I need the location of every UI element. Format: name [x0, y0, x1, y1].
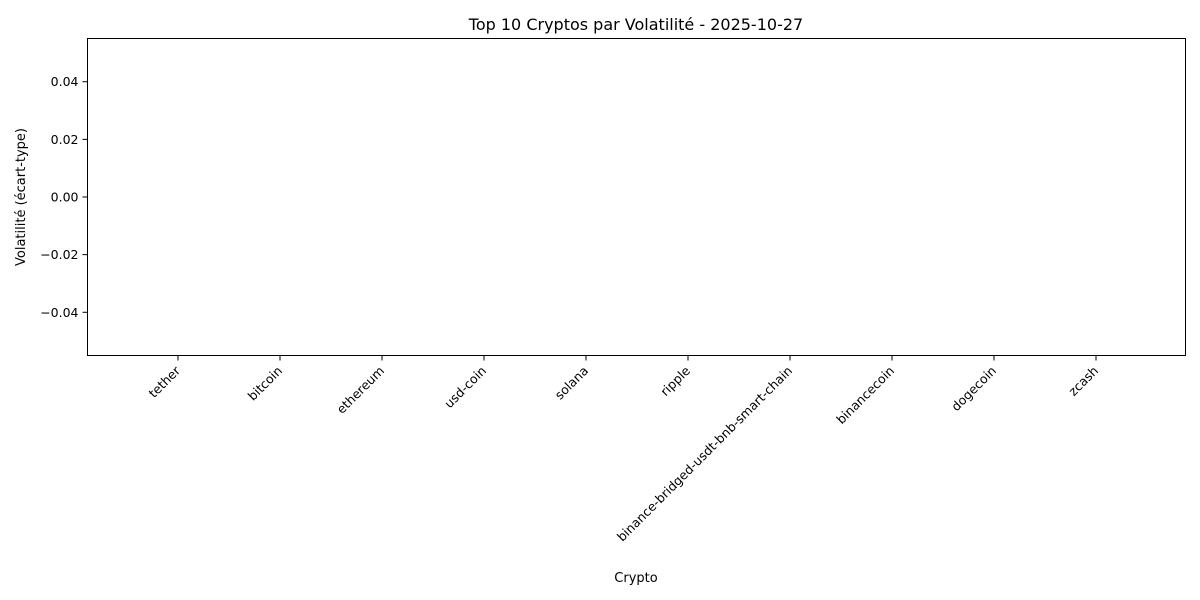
x-tick-label: usd-coin — [441, 363, 489, 411]
y-axis-label: Volatilité (écart-type) — [14, 128, 29, 266]
x-axis-label: Crypto — [614, 571, 657, 586]
x-tick-label: tether — [145, 362, 183, 400]
x-tick-label: binancecoin — [833, 363, 897, 427]
x-tick-label: solana — [552, 363, 592, 403]
y-tick-label: 0.00 — [51, 190, 79, 205]
x-tick-label: binance-bridged-usdt-bnb-smart-chain — [614, 363, 795, 544]
x-tick-label: ethereum — [333, 363, 387, 417]
x-tick-label: bitcoin — [245, 363, 285, 403]
x-tick-label: zcash — [1065, 363, 1101, 399]
x-axis: tether bitcoin ethereum usd-coin solana rippl… — [145, 355, 1101, 544]
y-tick-label: −0.02 — [40, 247, 78, 262]
chart-title: Top 10 Cryptos par Volatilité - 2025-10-… — [468, 15, 803, 34]
y-tick-label: −0.04 — [40, 305, 78, 320]
y-tick-label: 0.02 — [51, 132, 79, 147]
x-tick-label: dogecoin — [948, 363, 999, 414]
y-axis: −0.04 −0.02 0.00 0.02 0.04 — [40, 74, 88, 320]
y-tick-label: 0.04 — [51, 74, 79, 89]
plot-area — [87, 38, 1186, 356]
x-tick-label: ripple — [657, 363, 693, 399]
